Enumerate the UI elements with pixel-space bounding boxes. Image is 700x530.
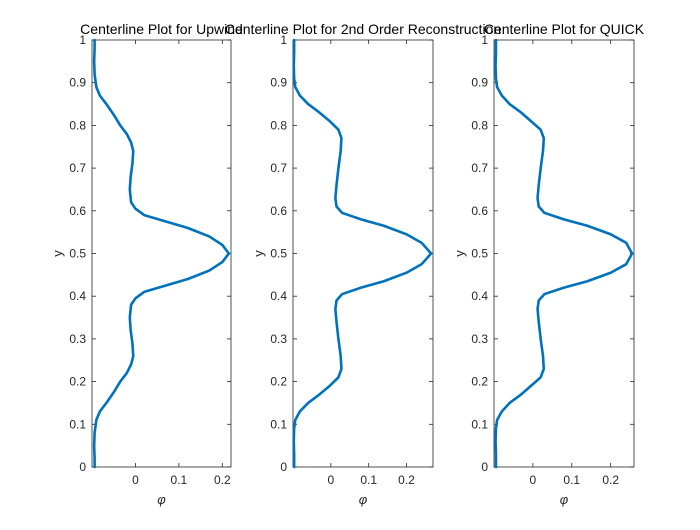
x-axis-label: φ — [560, 492, 569, 507]
y-tick-label: 0.5 — [69, 247, 86, 261]
y-tick-label: 0.6 — [471, 204, 488, 218]
y-tick-label: 1 — [79, 33, 86, 47]
y-tick-label: 0.9 — [69, 76, 86, 90]
axes-box — [493, 39, 635, 468]
y-tick-label: 0.7 — [270, 161, 287, 175]
y-tick-label: 0.4 — [471, 289, 488, 303]
y-tick-label: 0.7 — [69, 161, 86, 175]
y-tick-label: 0.9 — [270, 76, 287, 90]
y-tick-label: 0.1 — [471, 417, 488, 431]
y-tick-label: 0 — [481, 460, 488, 474]
y-tick-label: 0.5 — [471, 247, 488, 261]
y-tick-label: 0.3 — [270, 332, 287, 346]
y-tick-label: 0.2 — [471, 375, 488, 389]
axes-box — [292, 39, 434, 468]
y-tick-label: 0.2 — [270, 375, 287, 389]
x-axis-label: φ — [157, 492, 166, 507]
subplot-2: 0 0.1 0.2 0.3 0.4 0.5 0.6 0.7 0.8 0.9 1 0 0.1 0.2 Cent… — [225, 21, 501, 507]
subplot-1: 0 0.1 0.2 0.3 0.4 0.5 0.6 0.7 0.8 0.9 1 0 0.1 0.2 Cent… — [50, 21, 243, 507]
series-line-centerline — [292, 38, 433, 469]
chart-title: Centerline Plot for 2nd Order Reconstruc… — [225, 21, 501, 37]
y-tick-label: 0.6 — [69, 204, 86, 218]
y-tick-label: 0.1 — [69, 417, 86, 431]
x-tick-label: 0 — [530, 473, 537, 487]
y-tick-label: 0 — [79, 460, 86, 474]
y-tick-label: 0.3 — [471, 332, 488, 346]
y-tick-label: 0.2 — [69, 375, 86, 389]
y-axis-label: y — [452, 250, 467, 257]
y-tick-label: 0.7 — [471, 161, 488, 175]
x-tick-label: 0.1 — [360, 473, 377, 487]
y-tick-label: 0.4 — [270, 289, 287, 303]
y-tick-label: 0.6 — [270, 204, 287, 218]
y-tick-label: 0.8 — [69, 118, 86, 132]
axes-box — [91, 39, 232, 468]
y-axis-label: y — [251, 250, 266, 257]
y-tick-label: 0.1 — [270, 417, 287, 431]
y-tick-label: 0.4 — [69, 289, 86, 303]
y-tick-label: 0.8 — [471, 118, 488, 132]
chart-title: Centerline Plot for QUICK — [484, 21, 645, 37]
y-tick-label: 0.9 — [471, 76, 488, 90]
x-axis-label: φ — [359, 492, 368, 507]
x-tick-label: 0.2 — [602, 473, 619, 487]
y-tick-label: 0.8 — [270, 118, 287, 132]
y-tick-label: 1 — [280, 33, 287, 47]
y-tick-label: 0 — [280, 460, 287, 474]
chart-title: Centerline Plot for Upwind — [80, 21, 243, 37]
x-tick-label: 0.2 — [398, 473, 415, 487]
y-tick-label: 0.3 — [69, 332, 86, 346]
y-tick-label: 0.5 — [270, 247, 287, 261]
y-tick-label: 1 — [481, 33, 488, 47]
x-tick-label: 0.2 — [214, 473, 231, 487]
x-tick-label: 0 — [132, 473, 139, 487]
y-axis-label: y — [50, 250, 65, 257]
series-line-centerline — [92, 38, 231, 469]
series-line-centerline — [494, 38, 634, 469]
subplot-3: 0 0.1 0.2 0.3 0.4 0.5 0.6 0.7 0.8 0.9 1 0 0.1 0.2 Cent… — [452, 21, 645, 507]
x-tick-label: 0.1 — [171, 473, 188, 487]
x-tick-label: 0.1 — [563, 473, 580, 487]
x-tick-label: 0 — [327, 473, 334, 487]
